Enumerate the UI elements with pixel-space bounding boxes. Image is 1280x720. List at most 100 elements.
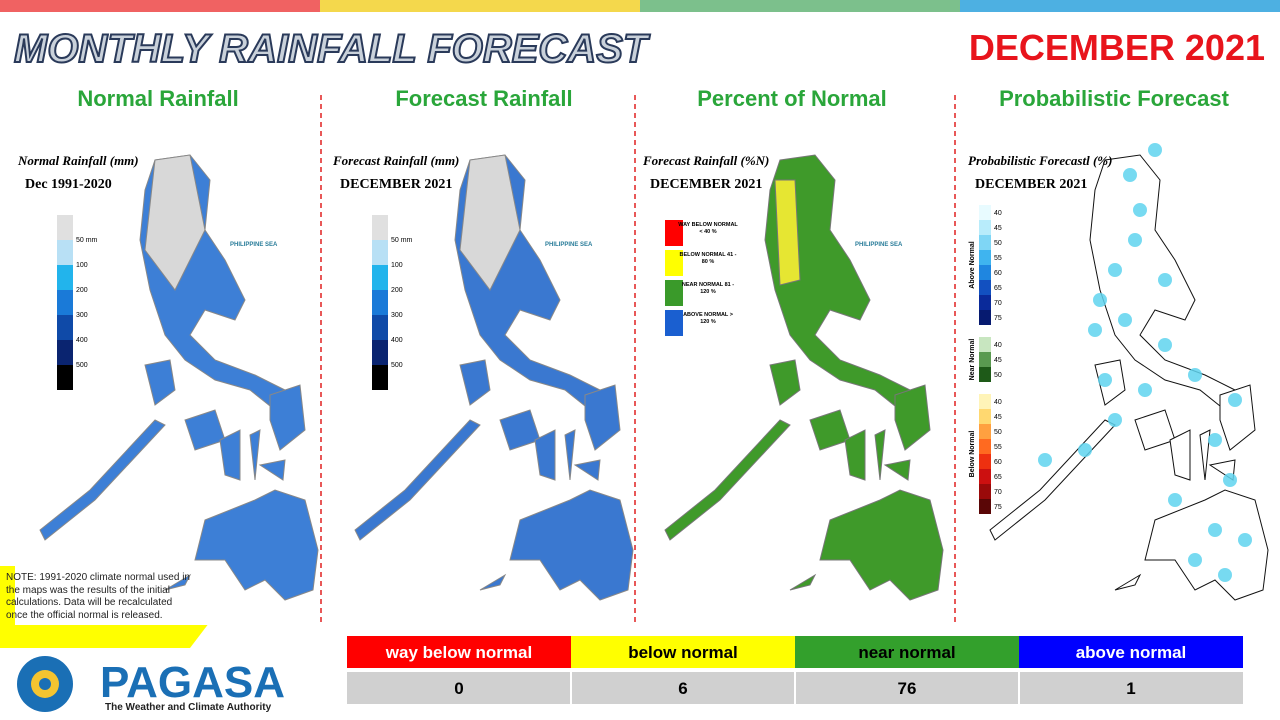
prob-dot [1038,453,1052,467]
logo-icon [17,656,73,712]
legend-swatch [979,352,991,367]
legend-swatch [57,365,73,390]
legend-swatch [979,454,991,469]
map-shade [144,154,206,291]
legend-label: 50 mm [76,237,98,244]
logo-name: PAGASA [100,658,285,707]
prob-dot [1158,273,1172,287]
panel-heading: Probabilistic Forecast [999,86,1230,111]
legend-swatch [979,220,991,235]
prob-dot [1128,233,1142,247]
table-count: 1 [1126,679,1135,698]
legend-label: 75 [994,504,1002,511]
legend-swatch [372,215,388,240]
legend-swatch [57,315,73,340]
legend-label: 100 [391,262,403,269]
table-count: 6 [678,679,687,698]
legend-label: 55 [994,255,1002,262]
table-header: above normal [1076,643,1187,662]
top-strip [0,0,320,12]
prob-dot [1108,263,1122,277]
legend-label: 65 [994,474,1002,481]
map-title: Normal Rainfall (mm) [17,153,139,168]
legend-label: 40 [994,399,1002,406]
legend-swatch [979,280,991,295]
legend-swatch [57,215,73,240]
prob-dot [1138,383,1152,397]
legend-swatch [57,240,73,265]
table-count: 0 [454,679,463,698]
map: Probabilistic Forecastl (%) DECEMBER 2021… [965,120,1269,625]
legend-swatch [372,315,388,340]
top-strip [960,0,1280,12]
map-subtitle: DECEMBER 2021 [650,177,762,192]
sea-label: PHILIPPINE SEA [855,242,903,248]
legend-label: 300 [76,312,88,319]
prob-dot [1158,338,1172,352]
legend-label: ABOVE NORMAL > 120 % [683,312,733,325]
legend-swatch [979,409,991,424]
legend-label: 100 [76,262,88,269]
legend-label: WAY BELOW NORMAL < 40 % [678,222,738,235]
legend-swatch [57,340,73,365]
top-strip [320,0,640,12]
map-shade [459,154,521,291]
legend-label: 200 [391,287,403,294]
prob-dot [1208,433,1222,447]
prob-dot [1188,368,1202,382]
prob-dot [1223,473,1237,487]
panel-heading: Normal Rainfall [77,86,238,111]
prob-dot [1078,443,1092,457]
legend-label: 45 [994,357,1002,364]
legend-swatch [979,484,991,499]
legend-swatch [665,310,683,336]
map-title: Probabilistic Forecastl (%) [968,153,1112,168]
table-header: near normal [858,643,955,662]
legend-label: 65 [994,285,1002,292]
legend-swatch [665,280,683,306]
legend-swatch [979,394,991,409]
map-title: Forecast Rainfall (mm) [332,153,459,168]
legend-label: 40 [994,342,1002,349]
legend-label: 200 [76,287,88,294]
map-shade [774,179,801,286]
legend-swatch [372,265,388,290]
legend-swatch [372,240,388,265]
legend-swatch [979,424,991,439]
prob-dot [1188,553,1202,567]
legend-swatch [372,340,388,365]
legend-swatch [979,250,991,265]
legend-label: 50 [994,372,1002,379]
map: Normal Rainfall (mm) Dec 1991-2020 PHILIPP… [15,120,319,625]
map: Forecast Rainfall (%N) DECEMBER 2021 PHILI… [640,120,944,625]
top-strip [640,0,960,12]
legend-label: 45 [994,414,1002,421]
legend-swatch [979,367,991,382]
note: NOTE: 1991-2020 climate normal used in t… [6,572,190,621]
prob-dot [1093,293,1107,307]
legend-swatch [979,205,991,220]
legend-swatch [57,265,73,290]
prob-dot [1088,323,1102,337]
legend-swatch [979,469,991,484]
map-title: Forecast Rainfall (%N) [642,153,769,168]
prob-dot [1218,568,1232,582]
prob-dot [1228,393,1242,407]
legend-label: 45 [994,225,1002,232]
legend-group-label: Below Normal [969,431,976,478]
legend-label: 50 [994,429,1002,436]
legend-swatch [979,235,991,250]
legend-swatch [979,337,991,352]
legend-swatch [979,310,991,325]
legend-swatch [979,265,991,280]
legend-label: 500 [76,362,88,369]
map-subtitle: Dec 1991-2020 [25,177,112,192]
legend-label: 70 [994,489,1002,496]
legend-label: 300 [391,312,403,319]
legend-group-label: Above Normal [969,241,976,289]
legend-swatch [979,499,991,514]
prob-dot [1118,313,1132,327]
prob-dot [1133,203,1147,217]
legend-label: 60 [994,270,1002,277]
